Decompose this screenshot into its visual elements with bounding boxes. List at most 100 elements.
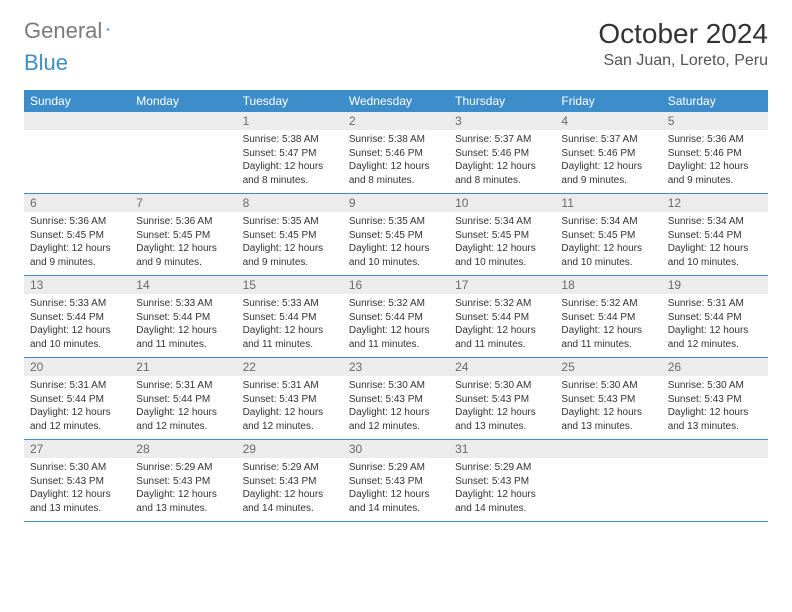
day-content: Sunrise: 5:32 AMSunset: 5:44 PMDaylight:… (449, 294, 555, 357)
sunset-text: Sunset: 5:44 PM (561, 311, 655, 325)
calendar-week: 1Sunrise: 5:38 AMSunset: 5:47 PMDaylight… (24, 112, 768, 194)
calendar-cell: 6Sunrise: 5:36 AMSunset: 5:45 PMDaylight… (24, 194, 130, 276)
day-content: Sunrise: 5:36 AMSunset: 5:46 PMDaylight:… (662, 130, 768, 193)
sunset-text: Sunset: 5:45 PM (30, 229, 124, 243)
calendar-cell: 11 Sunrise: 5:34 AMSunset: 5:45 PMDayligh… (555, 194, 661, 276)
calendar-cell: 15Sunrise: 5:33 AMSunset: 5:44 PMDayligh… (237, 276, 343, 358)
calendar-cell: 17Sunrise: 5:32 AMSunset: 5:44 PMDayligh… (449, 276, 555, 358)
calendar-cell: 8Sunrise: 5:35 AMSunset: 5:45 PMDaylight… (237, 194, 343, 276)
daylight-text: Daylight: 12 hours and 11 minutes. (349, 324, 443, 351)
sunrise-text: Sunrise: 5:34 AM (561, 215, 655, 229)
calendar-cell: 2Sunrise: 5:38 AMSunset: 5:46 PMDaylight… (343, 112, 449, 194)
day-content: Sunrise: 5:31 AMSunset: 5:43 PMDaylight:… (237, 376, 343, 439)
calendar-cell: 20Sunrise: 5:31 AMSunset: 5:44 PMDayligh… (24, 358, 130, 440)
calendar-cell: 10Sunrise: 5:34 AMSunset: 5:45 PMDayligh… (449, 194, 555, 276)
daylight-text: Daylight: 12 hours and 9 minutes. (136, 242, 230, 269)
day-number: 28 (130, 440, 236, 458)
sunrise-text: Sunrise: 5:30 AM (668, 379, 762, 393)
sunset-text: Sunset: 5:44 PM (243, 311, 337, 325)
day-content: Sunrise: 5:32 AMSunset: 5:44 PMDaylight:… (343, 294, 449, 357)
calendar-cell (555, 440, 661, 522)
sunset-text: Sunset: 5:47 PM (243, 147, 337, 161)
daylight-text: Daylight: 12 hours and 12 minutes. (30, 406, 124, 433)
day-number: 27 (24, 440, 130, 458)
sunrise-text: Sunrise: 5:31 AM (668, 297, 762, 311)
day-number: 10 (449, 194, 555, 212)
sunset-text: Sunset: 5:43 PM (349, 475, 443, 489)
day-number: 20 (24, 358, 130, 376)
day-content (662, 458, 768, 516)
daylight-text: Daylight: 12 hours and 9 minutes. (243, 242, 337, 269)
sunrise-text: Sunrise: 5:31 AM (136, 379, 230, 393)
weekday-header: Sunday (24, 90, 130, 112)
day-number: 12 (662, 194, 768, 212)
calendar-cell: 27Sunrise: 5:30 AMSunset: 5:43 PMDayligh… (24, 440, 130, 522)
logo-sail-icon (106, 20, 110, 38)
calendar-cell: 30Sunrise: 5:29 AMSunset: 5:43 PMDayligh… (343, 440, 449, 522)
sunrise-text: Sunrise: 5:30 AM (30, 461, 124, 475)
calendar-cell: 9Sunrise: 5:35 AMSunset: 5:45 PMDaylight… (343, 194, 449, 276)
sunrise-text: Sunrise: 5:29 AM (349, 461, 443, 475)
day-content: Sunrise: 5:37 AMSunset: 5:46 PMDaylight:… (449, 130, 555, 193)
day-content: Sunrise: 5:30 AMSunset: 5:43 PMDaylight:… (343, 376, 449, 439)
daylight-text: Daylight: 12 hours and 11 minutes. (455, 324, 549, 351)
day-content: Sunrise: 5:36 AMSunset: 5:45 PMDaylight:… (24, 212, 130, 275)
calendar-cell: 21Sunrise: 5:31 AMSunset: 5:44 PMDayligh… (130, 358, 236, 440)
weekday-header: Wednesday (343, 90, 449, 112)
daylight-text: Daylight: 12 hours and 13 minutes. (136, 488, 230, 515)
calendar-cell (24, 112, 130, 194)
day-number: 15 (237, 276, 343, 294)
sunset-text: Sunset: 5:45 PM (349, 229, 443, 243)
daylight-text: Daylight: 12 hours and 8 minutes. (455, 160, 549, 187)
day-number: 29 (237, 440, 343, 458)
calendar-table: SundayMondayTuesdayWednesdayThursdayFrid… (24, 90, 768, 522)
sunrise-text: Sunrise: 5:32 AM (561, 297, 655, 311)
sunset-text: Sunset: 5:44 PM (668, 311, 762, 325)
day-content: Sunrise: 5:34 AMSunset: 5:45 PMDaylight:… (449, 212, 555, 275)
sunrise-text: Sunrise: 5:38 AM (349, 133, 443, 147)
title-block: October 2024 San Juan, Loreto, Peru (598, 18, 768, 70)
day-number: 19 (662, 276, 768, 294)
sunset-text: Sunset: 5:43 PM (455, 475, 549, 489)
day-content: Sunrise: 5:38 AMSunset: 5:46 PMDaylight:… (343, 130, 449, 193)
calendar-cell: 26Sunrise: 5:30 AMSunset: 5:43 PMDayligh… (662, 358, 768, 440)
sunset-text: Sunset: 5:45 PM (243, 229, 337, 243)
sunset-text: Sunset: 5:44 PM (136, 393, 230, 407)
sunrise-text: Sunrise: 5:30 AM (455, 379, 549, 393)
day-number: 16 (343, 276, 449, 294)
sunset-text: Sunset: 5:44 PM (455, 311, 549, 325)
sunrise-text: Sunrise: 5:33 AM (30, 297, 124, 311)
calendar-cell: 7Sunrise: 5:36 AMSunset: 5:45 PMDaylight… (130, 194, 236, 276)
weekday-header: Tuesday (237, 90, 343, 112)
day-number: 18 (555, 276, 661, 294)
day-number: 24 (449, 358, 555, 376)
calendar-cell (130, 112, 236, 194)
day-content: Sunrise: 5:33 AMSunset: 5:44 PMDaylight:… (237, 294, 343, 357)
day-number: 11 (555, 194, 661, 212)
daylight-text: Daylight: 12 hours and 12 minutes. (243, 406, 337, 433)
daylight-text: Daylight: 12 hours and 11 minutes. (136, 324, 230, 351)
sunset-text: Sunset: 5:45 PM (561, 229, 655, 243)
calendar-week: 20 Sunrise: 5:31 AMSunset: 5:44 PM Dayligh… (24, 358, 768, 440)
day-content (24, 130, 130, 188)
sunrise-text: Sunrise: 5:29 AM (136, 461, 230, 475)
daylight-text: Daylight: 12 hours and 13 minutes. (561, 406, 655, 433)
calendar-body: 1Sunrise: 5:38 AMSunset: 5:47 PMDaylight… (24, 112, 768, 522)
day-content: Sunrise: 5:33 AMSunset: 5:44 PMDaylight:… (24, 294, 130, 357)
calendar-cell: 31Sunrise: 5:29 AMSunset: 5:43 PMDayligh… (449, 440, 555, 522)
day-number: 26 (662, 358, 768, 376)
day-number: 25 (555, 358, 661, 376)
day-number (555, 440, 661, 458)
daylight-text: Daylight: 12 hours and 9 minutes. (561, 160, 655, 187)
calendar-cell: 1Sunrise: 5:38 AMSunset: 5:47 PMDaylight… (237, 112, 343, 194)
day-content: Sunrise: 5:35 AMSunset: 5:45 PMDaylight:… (343, 212, 449, 275)
daylight-text: Daylight: 12 hours and 12 minutes. (349, 406, 443, 433)
day-number: 7 (130, 194, 236, 212)
sunrise-text: Sunrise: 5:36 AM (136, 215, 230, 229)
sunset-text: Sunset: 5:43 PM (455, 393, 549, 407)
daylight-text: Daylight: 12 hours and 8 minutes. (349, 160, 443, 187)
daylight-text: Daylight: 12 hours and 10 minutes. (561, 242, 655, 269)
day-content (555, 458, 661, 516)
day-content: Sunrise: 5:30 AMSunset: 5:43 PMDaylight:… (555, 376, 661, 439)
sunrise-text: Sunrise: 5:34 AM (668, 215, 762, 229)
